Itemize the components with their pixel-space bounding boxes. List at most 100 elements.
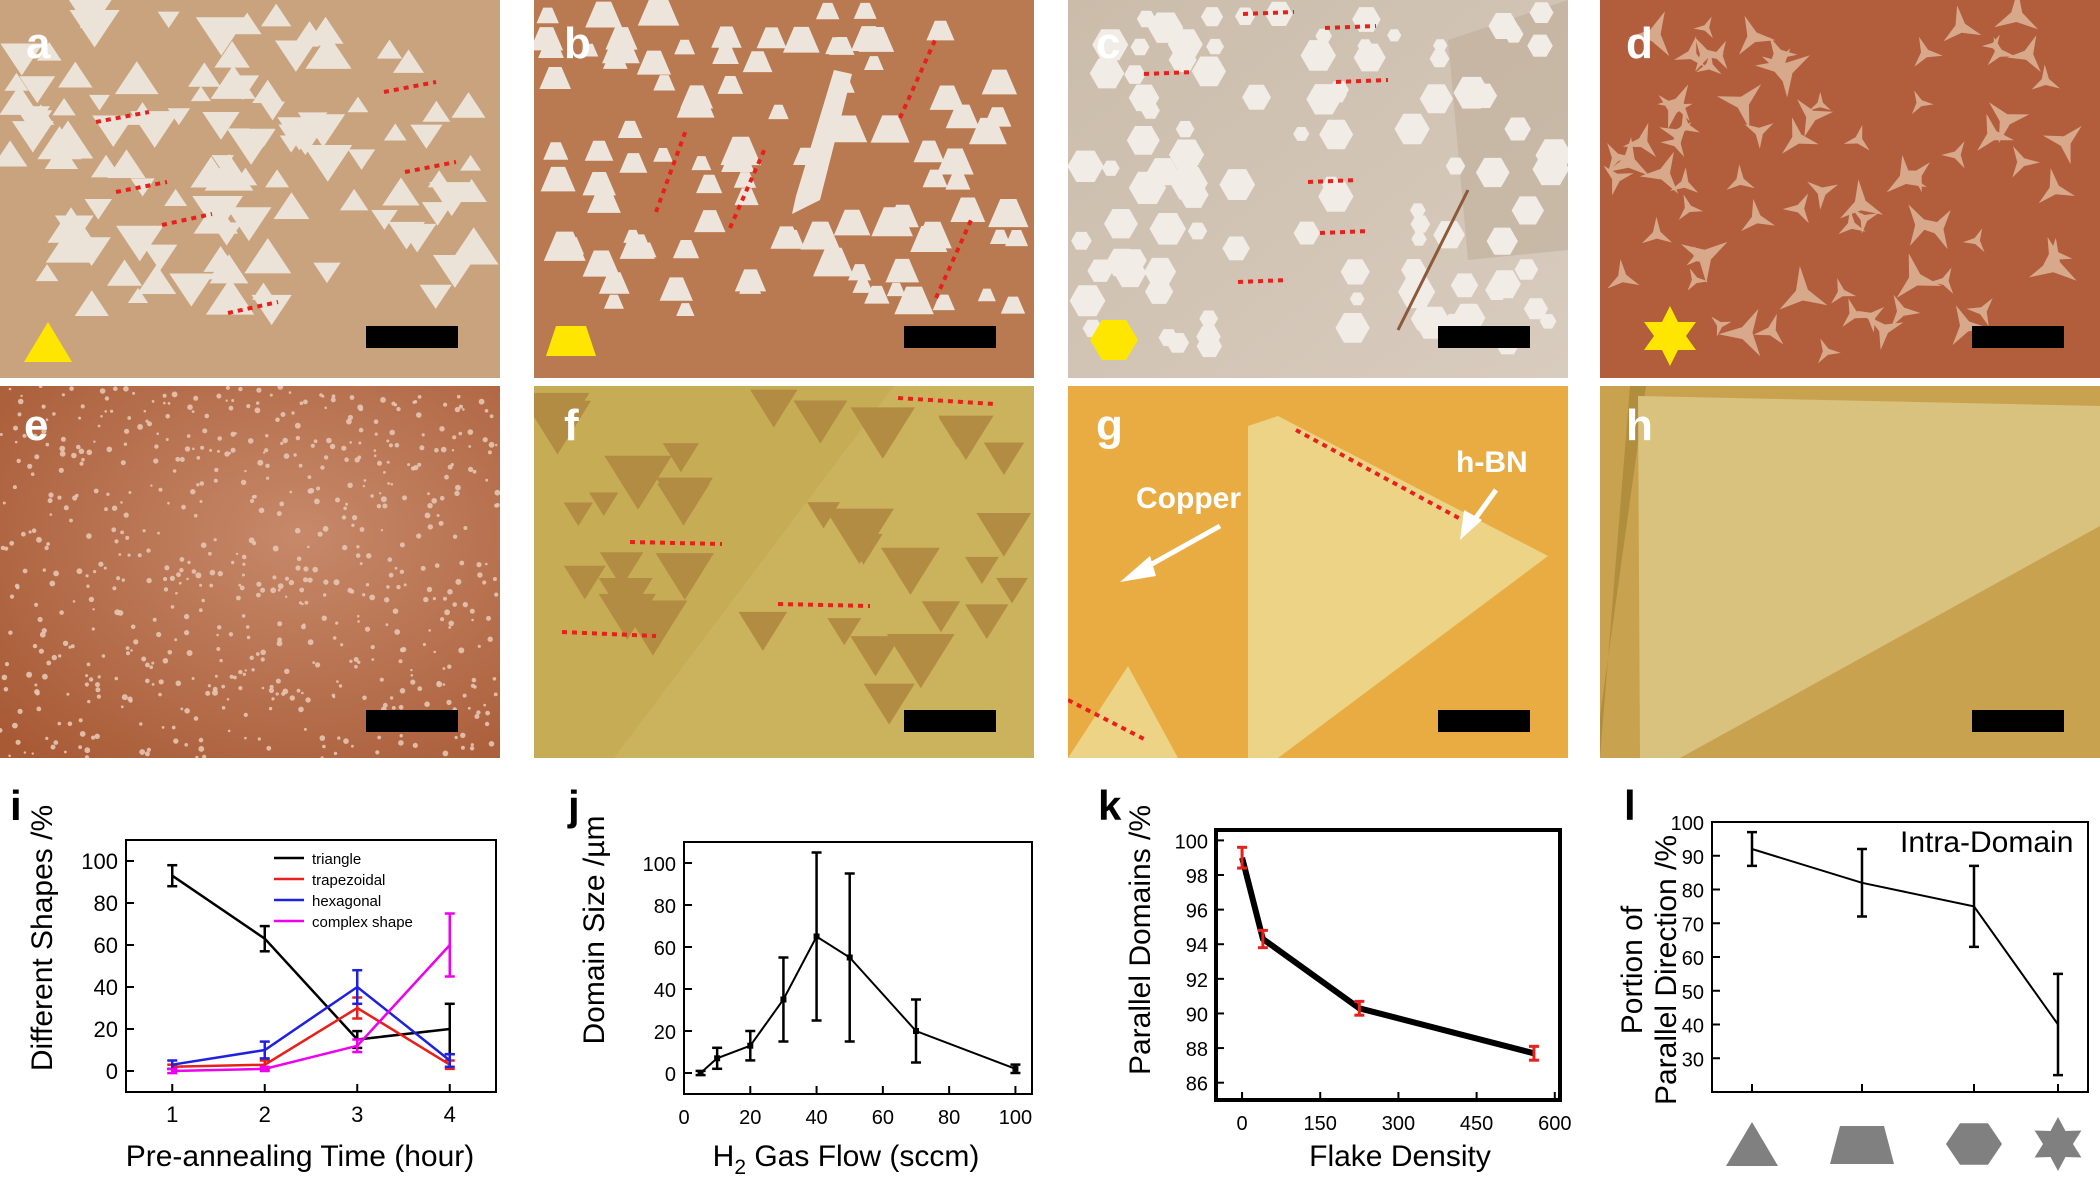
domain: [279, 501, 285, 507]
micrograph-f: f: [534, 386, 1034, 758]
domain: [289, 695, 295, 701]
domain: [487, 636, 493, 642]
domain: [284, 668, 290, 674]
domain: [26, 671, 33, 678]
domain: [1523, 298, 1549, 320]
domain: [1128, 171, 1167, 204]
domain: [460, 745, 465, 750]
domain: [443, 596, 447, 601]
domain: [32, 433, 38, 439]
domain: [1911, 90, 1934, 115]
domain: [676, 303, 695, 316]
domain: [331, 394, 336, 399]
domain: [563, 502, 593, 526]
domain: [233, 675, 237, 680]
domain: [662, 443, 700, 473]
domain: [850, 636, 901, 677]
domain: [298, 601, 303, 605]
domain: [163, 576, 168, 582]
domain: [386, 460, 390, 464]
domain: [981, 69, 1018, 95]
domain: [277, 621, 283, 627]
domain: [260, 101, 286, 121]
domain: [720, 136, 762, 166]
domain: [356, 545, 360, 549]
domain: [793, 400, 848, 444]
domain: [391, 706, 396, 710]
domain: [190, 489, 196, 495]
domain: [434, 563, 440, 568]
domain: [274, 40, 317, 72]
domain: [344, 457, 349, 462]
domain: [64, 750, 67, 754]
domain: [157, 531, 160, 535]
domain: [113, 386, 118, 391]
domain: [275, 692, 279, 696]
y-tick-label: 80: [654, 896, 676, 918]
domain: [9, 540, 15, 546]
domain: [1199, 310, 1219, 327]
domain: [104, 507, 108, 512]
domain: [276, 511, 282, 517]
domain: [356, 614, 360, 618]
domain: [1952, 305, 1989, 346]
domain: [410, 679, 416, 685]
domain: [127, 287, 149, 303]
domain: [394, 566, 398, 570]
domain: [216, 393, 222, 399]
domain: [384, 597, 390, 603]
domain: [305, 37, 348, 69]
domain: [184, 743, 188, 747]
domain: [200, 445, 205, 450]
domain: [1411, 232, 1427, 246]
domain: [495, 443, 498, 447]
domain: [248, 537, 255, 544]
domain: [114, 676, 119, 681]
domain: [1603, 165, 1634, 196]
hexagon-icon: [1946, 1123, 2002, 1165]
domain: [1104, 209, 1138, 239]
domain: [383, 123, 407, 141]
domain: [313, 439, 318, 444]
domain: [1718, 308, 1761, 357]
domain: [1069, 285, 1106, 317]
y-tick-label: 94: [1186, 935, 1208, 957]
domain: [969, 117, 1007, 145]
domain: [394, 442, 400, 448]
x-tick-label: 40: [805, 1107, 827, 1129]
domain: [815, 2, 840, 20]
domain: [347, 96, 369, 113]
domain: [1187, 222, 1208, 240]
panel-label: j: [567, 782, 580, 829]
domain: [300, 624, 306, 630]
domain: [291, 411, 295, 415]
domain: [603, 294, 624, 309]
domain: [768, 104, 789, 120]
domain: [142, 244, 178, 271]
domain: [0, 433, 3, 436]
domain: [354, 664, 358, 669]
micrograph-c: c: [1068, 0, 1568, 378]
domain: [444, 609, 450, 616]
domain: [199, 583, 203, 587]
domain: [459, 154, 482, 171]
domain: [128, 491, 132, 494]
domain: [146, 577, 152, 584]
domain: [349, 395, 355, 400]
domain: [151, 400, 155, 403]
domain: [175, 680, 182, 687]
domain: [4, 662, 10, 667]
domain: [469, 608, 475, 614]
domain: [864, 56, 884, 70]
domain: [358, 427, 364, 433]
domain: [72, 600, 76, 603]
domain: [1782, 117, 1819, 154]
domain: [277, 583, 284, 589]
y-tick-label: 60: [94, 933, 118, 958]
domain: [358, 406, 364, 412]
domain: [139, 749, 146, 755]
domain: [427, 492, 430, 496]
domain: [118, 553, 122, 556]
domain: [812, 247, 854, 277]
domain: [36, 706, 42, 712]
